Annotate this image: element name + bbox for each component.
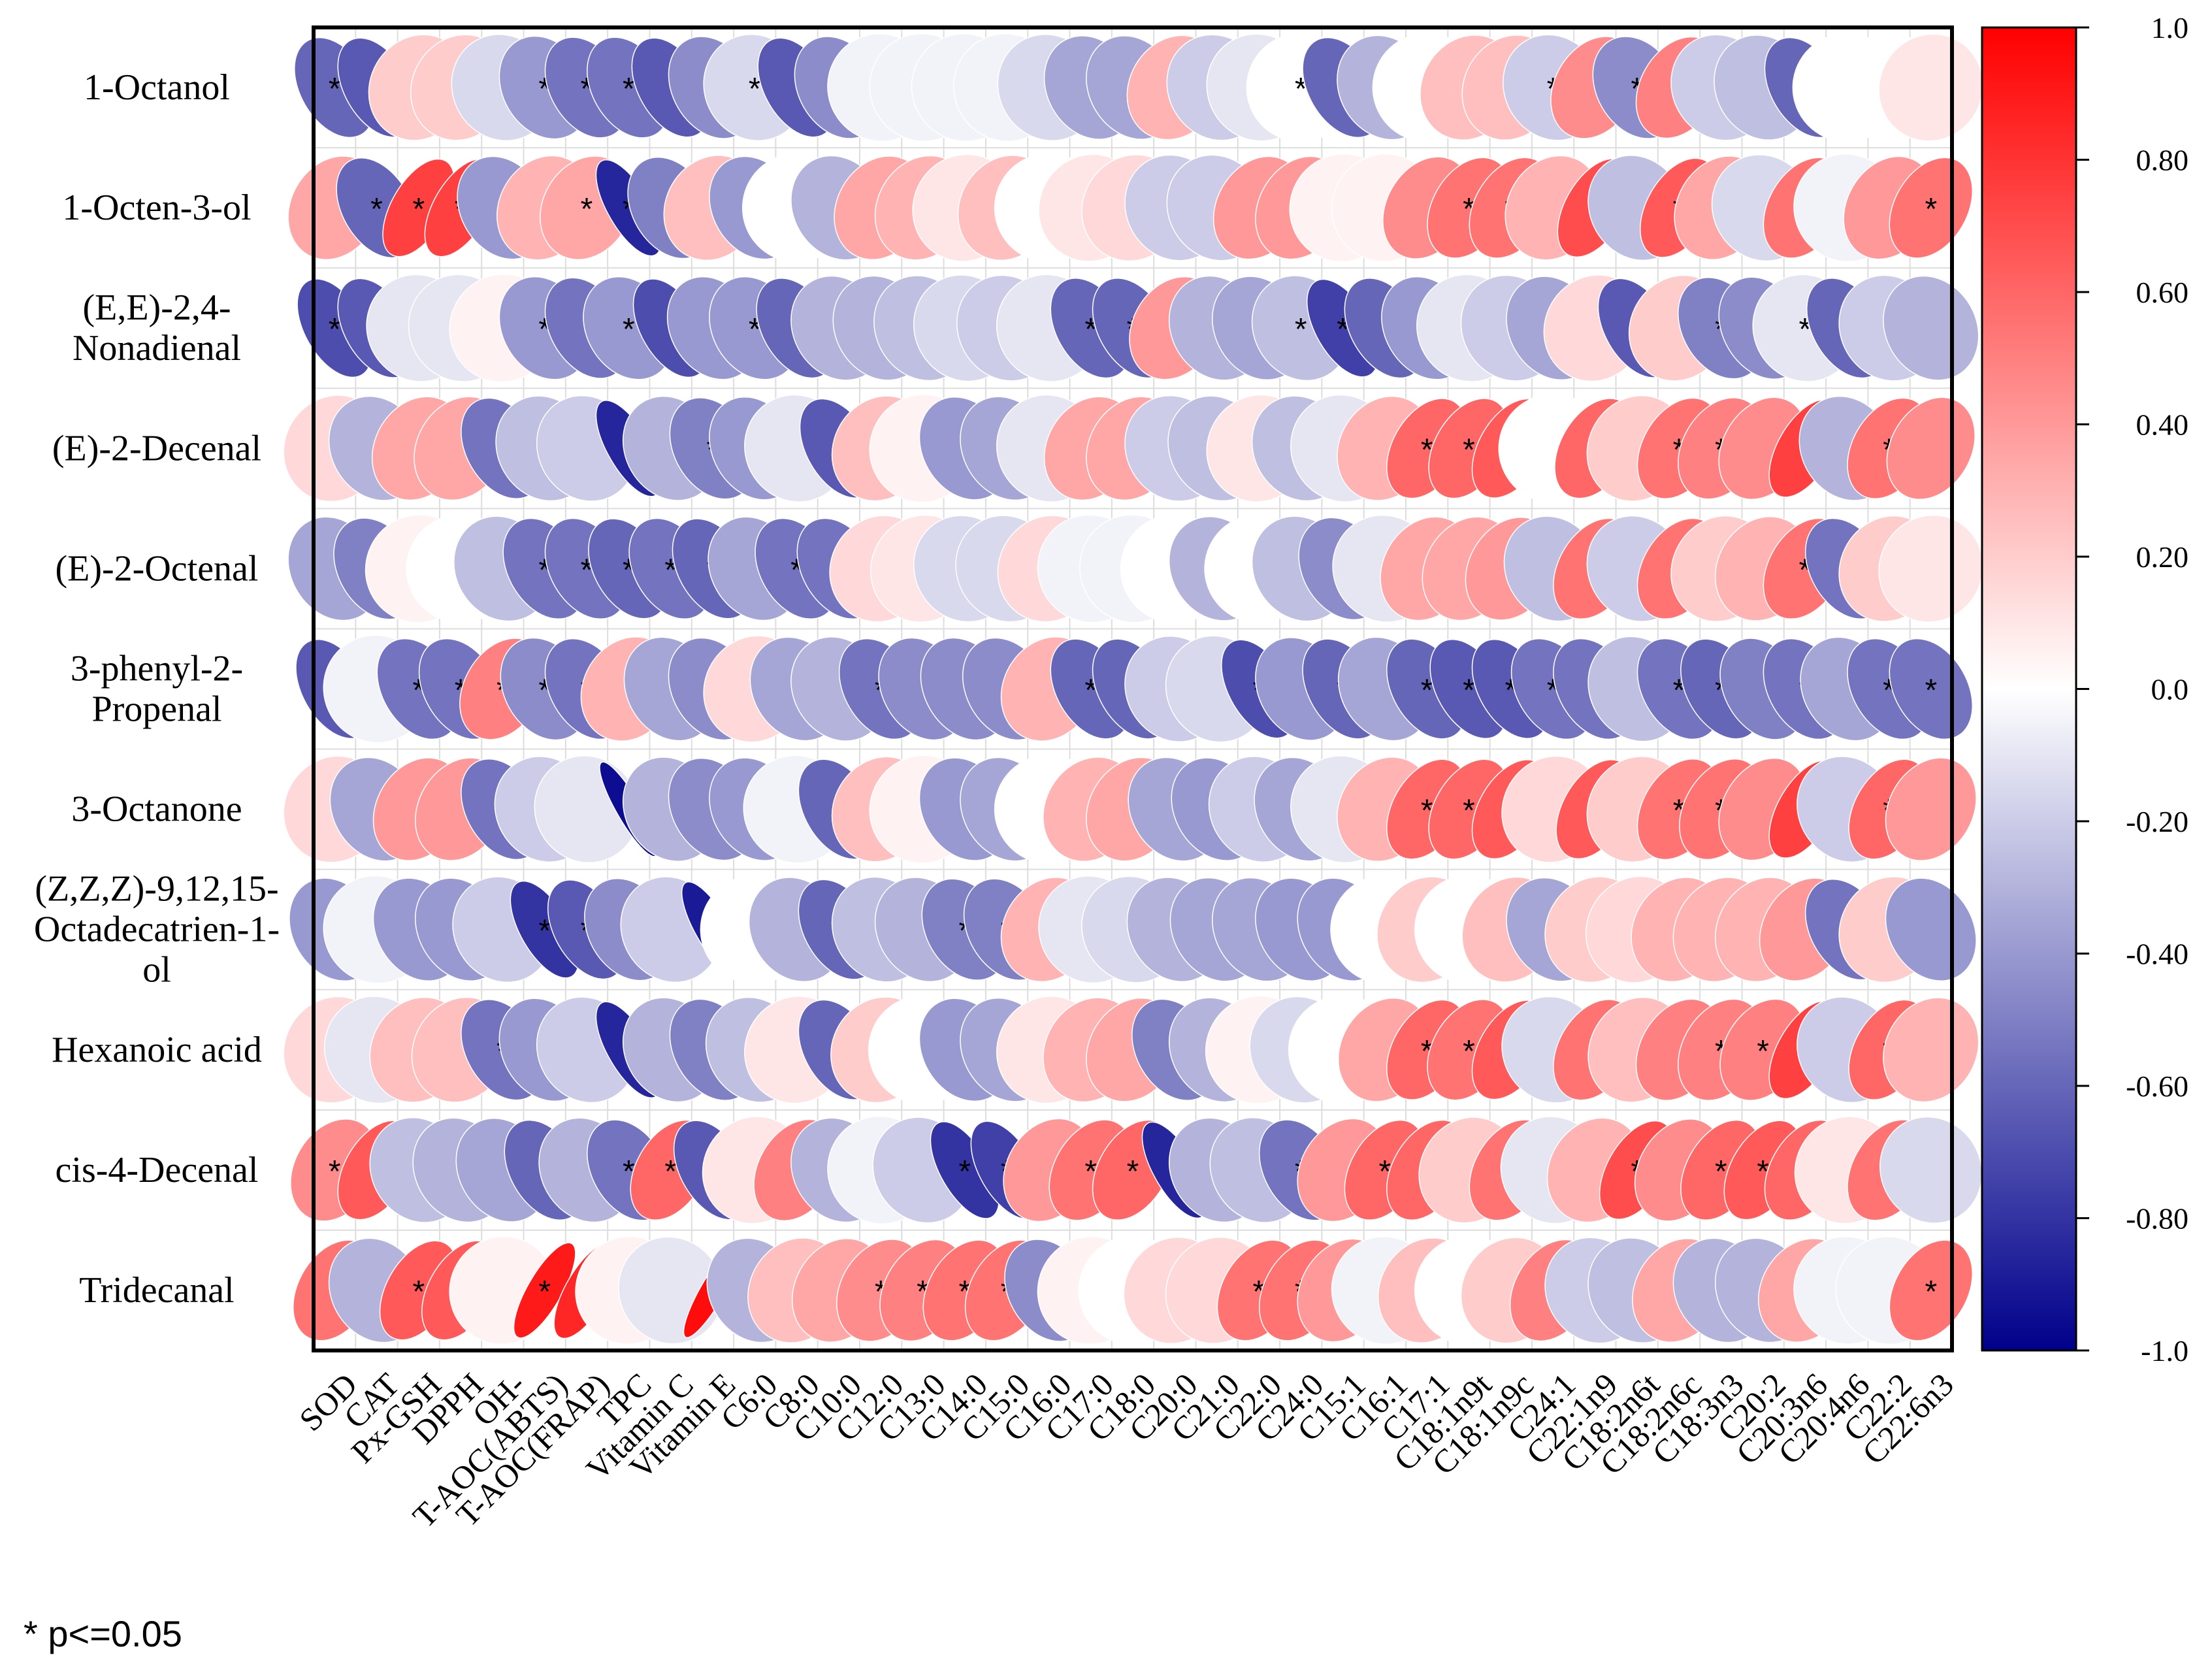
colorbar-tick-label: -1.0 [2141,1334,2188,1367]
row-label-line: Nonadienal [73,328,241,368]
row-label-line: (Z,Z,Z)-9,12,15- [35,869,278,909]
row-label: 1-Octen-3-ol [62,188,251,228]
colorbar-tick-label: 0.60 [2136,276,2189,309]
colorbar-tick-label: -0.60 [2126,1070,2188,1103]
significance-star: * [538,1275,551,1309]
column-labels: SODCATPx-GSHDPPHOH-T-AOC(ABTS)T-AOC(FRAP… [292,1366,1960,1535]
significance-star: * [1925,192,1937,227]
row-label: Hexanoic acid [52,1030,262,1070]
significance-star: * [1127,1154,1139,1189]
row-label-line: 3-Octanone [71,789,242,830]
row-label-line: Octadecatrien-1- [34,909,280,950]
significance-star: * [412,1275,425,1309]
row-label: 3-phenyl-2-Propenal [71,649,243,730]
row-label-line: 1-Octen-3-ol [62,188,251,228]
row-label-line: 3-phenyl-2- [71,649,243,689]
significance-star: * [664,1154,677,1189]
row-label-line: cis-4-Decenal [56,1150,259,1190]
row-label-line: Hexanoic acid [52,1030,262,1070]
corr-ellipse [1878,33,1984,142]
significance-star: * [1925,674,1937,708]
colorbar-tick-label: 0.0 [2151,673,2189,706]
significance-star: * [1715,1154,1727,1189]
significance-star: * [749,72,761,106]
significance-footnote: * p<=0.05 [24,1613,182,1654]
row-label-line: Propenal [91,689,221,730]
row-label: (E)-2-Octenal [56,548,259,589]
row-label-line: 1-Octanol [84,67,230,108]
significance-star: * [1463,433,1475,467]
significance-star: * [623,72,635,106]
significance-star: * [1463,1034,1475,1069]
row-label: (Z,Z,Z)-9,12,15-Octadecatrien-1-ol [34,869,280,990]
significance-star: * [412,192,425,227]
correlation-cells: * * * * * * ** * * * * ** * * * * * * ** * ** * * * * ** * * * * * * * * *… [283,33,1984,1345]
significance-star: * [329,1154,341,1189]
row-label-line: ol [142,950,171,990]
row-label-line: Tridecanal [79,1270,234,1311]
significance-star: * [581,192,593,227]
row-label: cis-4-Decenal [56,1150,259,1190]
colorbar-tick-label: -0.40 [2126,938,2188,971]
corr-ellipse [1879,1116,1983,1224]
significance-star: * [538,914,551,949]
plot-frame [312,25,1954,1352]
row-label: (E,E)-2,4-Nonadienal [73,287,241,368]
colorbar-tick-label: 1.0 [2151,11,2189,44]
colorbar-tick-label: -0.20 [2126,805,2188,838]
row-label-line: (E)-2-Decenal [52,428,261,468]
corr-ellipse [1883,997,1979,1103]
row-label-line: (E,E)-2,4- [82,287,231,328]
row-labels: 1-Octanol 1-Octen-3-ol (E,E)-2,4-Nonadiena… [34,67,280,1311]
colorbar-tick-label: -0.80 [2126,1202,2188,1235]
significance-star: * [329,312,341,347]
significance-star: * [623,312,635,347]
significance-star: * [329,72,341,106]
colorbar: 1.0 0.80 0.60 0.40 0.20 0.0 -0.20 -0.40 -0.60 -0.… [1981,11,2189,1367]
significance-star: * [958,1154,971,1189]
significance-star: * [1463,674,1475,708]
significance-star: * [1757,1034,1769,1069]
significance-star: * [1421,674,1433,708]
colorbar-tick-label: 0.40 [2136,408,2189,442]
colorbar-tick-label: 0.20 [2136,540,2189,574]
corr-ellipse [1883,275,1979,381]
significance-star: * [1925,1275,1937,1309]
corr-ellipse [1878,514,1984,623]
colorbar-gradient [1981,26,2077,1352]
row-label: 3-Octanone [71,789,242,830]
significance-star: * [1295,312,1307,347]
significance-star: * [1463,794,1475,828]
significance-star: * [370,192,383,227]
row-label: (E)-2-Decenal [52,428,261,468]
row-label: Tridecanal [79,1270,234,1311]
row-label-line: (E)-2-Octenal [56,548,259,589]
colorbar-tick-label: 0.80 [2136,144,2189,177]
row-label: 1-Octanol [84,67,230,108]
